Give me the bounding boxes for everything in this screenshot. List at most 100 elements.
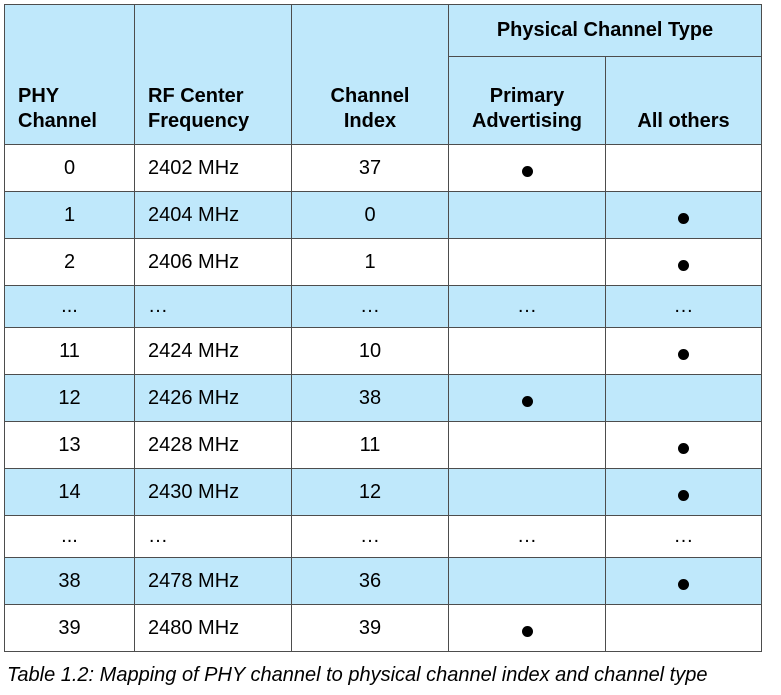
cell-channel-index: 38: [291, 374, 449, 422]
cell-phy-channel: ...: [4, 515, 135, 558]
cell-text: 2430 MHz: [148, 480, 240, 503]
cell-text: 11: [359, 433, 381, 456]
cell-text: 11: [59, 339, 80, 362]
cell-channel-index: 11: [291, 421, 449, 469]
table-body: 0 2402 MHz 37 1 2404 MHz 0 2 2406 MHz 1... … … … … 11…: [4, 144, 762, 652]
cell-channel-index: 1: [291, 238, 449, 286]
cell-all-others: [605, 557, 762, 605]
bullet-dot-icon: [521, 395, 533, 407]
cell-all-others: …: [605, 285, 762, 328]
cell-phy-channel: 1: [4, 191, 135, 239]
cell-text: 38: [58, 569, 81, 592]
cell-rf-frequency: …: [134, 515, 292, 558]
cell-primary-advertising: [448, 191, 606, 239]
cell-text: 2404 MHz: [148, 203, 240, 226]
bullet-dot-icon: [521, 165, 533, 177]
cell-text: ...: [61, 295, 78, 317]
bullet-dot-icon: [678, 212, 689, 224]
cell-all-others: [605, 421, 762, 469]
cell-phy-channel: 11: [4, 327, 135, 375]
cell-text: 39: [58, 616, 81, 639]
cell-text: 2480 MHz: [148, 616, 240, 639]
cell-rf-frequency: 2424 MHz: [134, 327, 292, 375]
table-row: 0 2402 MHz 37: [4, 144, 762, 192]
cell-all-others: [605, 374, 762, 422]
cell-primary-advertising: [448, 144, 606, 192]
table-row: 13 2428 MHz 11: [4, 421, 762, 469]
cell-phy-channel: 2: [4, 238, 135, 286]
cell-phy-channel: 14: [4, 468, 135, 516]
cell-phy-channel: 0: [4, 144, 135, 192]
cell-channel-index: …: [291, 515, 449, 558]
cell-text: 39: [358, 616, 382, 639]
header-channel-index: Channel Index: [291, 4, 449, 145]
cell-primary-advertising: [448, 421, 606, 469]
cell-text: 2478 MHz: [148, 569, 240, 592]
cell-channel-index: 10: [291, 327, 449, 375]
header-all-others: All others: [605, 56, 762, 145]
cell-rf-frequency: 2406 MHz: [134, 238, 292, 286]
cell-text: …: [360, 525, 380, 547]
cell-all-others: [605, 604, 762, 652]
header-primary-advertising: Primary Advertising: [448, 56, 606, 145]
cell-channel-index: …: [291, 285, 449, 328]
cell-rf-frequency: 2404 MHz: [134, 191, 292, 239]
cell-rf-frequency: 2430 MHz: [134, 468, 292, 516]
cell-text: 13: [58, 433, 81, 456]
cell-primary-advertising: [448, 374, 606, 422]
cell-text: 1: [364, 250, 376, 273]
cell-text: 2428 MHz: [148, 433, 240, 456]
cell-text: …: [517, 525, 537, 547]
table-row: 14 2430 MHz 12: [4, 468, 762, 516]
cell-text: …: [673, 525, 694, 547]
cell-all-others: [605, 144, 762, 192]
cell-text: …: [148, 525, 168, 547]
table-row: 1 2404 MHz 0: [4, 191, 762, 239]
cell-text: 38: [358, 386, 382, 409]
bullet-dot-icon: [678, 578, 689, 590]
table-row: 38 2478 MHz 36: [4, 557, 762, 605]
cell-channel-index: 36: [291, 557, 449, 605]
cell-primary-advertising: [448, 557, 606, 605]
table-row: 11 2424 MHz 10: [4, 327, 762, 375]
cell-text: 14: [58, 480, 81, 503]
cell-text: 36: [358, 569, 382, 592]
table-row: 12 2426 MHz 38: [4, 374, 762, 422]
cell-primary-advertising: [448, 468, 606, 516]
cell-primary-advertising: …: [448, 285, 606, 328]
cell-rf-frequency: 2426 MHz: [134, 374, 292, 422]
cell-text: 0: [63, 156, 76, 179]
cell-primary-advertising: [448, 238, 606, 286]
cell-primary-advertising: [448, 327, 606, 375]
bullet-dot-icon: [678, 489, 689, 501]
cell-text: …: [360, 295, 380, 317]
cell-primary-advertising: …: [448, 515, 606, 558]
bullet-dot-icon: [678, 348, 689, 360]
cell-text: 2424 MHz: [148, 339, 240, 362]
cell-text: 2426 MHz: [148, 386, 240, 409]
header-phy-channel: PHY Channel: [4, 4, 135, 145]
table-row: ... … … … …: [4, 515, 762, 558]
cell-text: 1: [63, 203, 76, 226]
table-row: ... … … … …: [4, 285, 762, 328]
cell-rf-frequency: …: [134, 285, 292, 328]
cell-channel-index: 37: [291, 144, 449, 192]
cell-text: …: [517, 295, 537, 317]
cell-channel-index: 0: [291, 191, 449, 239]
cell-text: …: [673, 295, 694, 317]
cell-all-others: [605, 468, 762, 516]
cell-channel-index: 39: [291, 604, 449, 652]
cell-text: 12: [58, 386, 81, 409]
table-row: 2 2406 MHz 1: [4, 238, 762, 286]
cell-rf-frequency: 2478 MHz: [134, 557, 292, 605]
table-row: 39 2480 MHz 39: [4, 604, 762, 652]
cell-channel-index: 12: [291, 468, 449, 516]
cell-phy-channel: 39: [4, 604, 135, 652]
cell-text: 12: [358, 480, 382, 503]
cell-rf-frequency: 2480 MHz: [134, 604, 292, 652]
cell-phy-channel: 13: [4, 421, 135, 469]
bullet-dot-icon: [521, 625, 533, 637]
cell-text: …: [148, 295, 168, 317]
cell-text: 2402 MHz: [148, 156, 240, 179]
cell-text: ...: [61, 525, 78, 547]
